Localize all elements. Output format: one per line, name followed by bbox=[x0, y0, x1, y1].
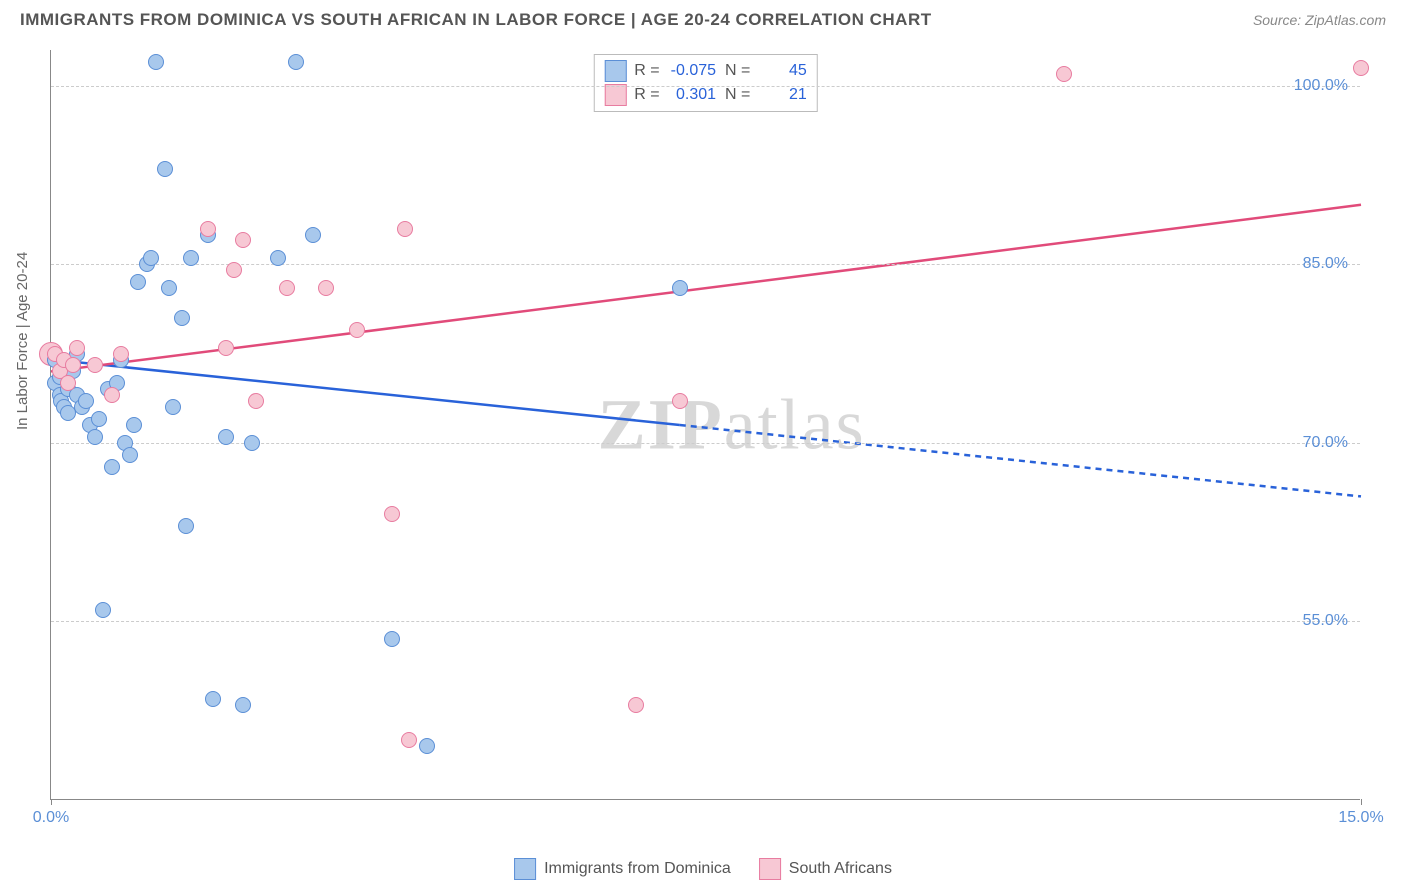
legend-item: South Africans bbox=[759, 858, 892, 880]
y-tick-label: 100.0% bbox=[1294, 77, 1348, 95]
data-point bbox=[178, 518, 194, 534]
legend-item: Immigrants from Dominica bbox=[514, 858, 731, 880]
regression-lines bbox=[51, 50, 1360, 799]
data-point bbox=[104, 459, 120, 475]
data-point bbox=[174, 310, 190, 326]
data-point bbox=[104, 387, 120, 403]
data-point bbox=[318, 280, 334, 296]
data-point bbox=[384, 506, 400, 522]
regression-line bbox=[680, 425, 1361, 496]
x-tick bbox=[51, 799, 52, 805]
data-point bbox=[218, 340, 234, 356]
data-point bbox=[235, 697, 251, 713]
source-label: Source: ZipAtlas.com bbox=[1253, 12, 1386, 28]
data-point bbox=[1353, 60, 1369, 76]
data-point bbox=[95, 602, 111, 618]
data-point bbox=[69, 340, 85, 356]
data-point bbox=[122, 447, 138, 463]
data-point bbox=[672, 280, 688, 296]
data-point bbox=[165, 399, 181, 415]
data-point bbox=[200, 221, 216, 237]
legend-label: South Africans bbox=[789, 860, 892, 878]
legend-swatch bbox=[759, 858, 781, 880]
x-tick-label: 15.0% bbox=[1338, 809, 1383, 827]
legend-swatch bbox=[604, 60, 626, 82]
gridline bbox=[51, 264, 1360, 265]
y-tick-label: 70.0% bbox=[1303, 434, 1348, 452]
data-point bbox=[270, 250, 286, 266]
data-point bbox=[218, 429, 234, 445]
legend-label: Immigrants from Dominica bbox=[544, 860, 731, 878]
gridline bbox=[51, 621, 1360, 622]
data-point bbox=[60, 375, 76, 391]
data-point bbox=[288, 54, 304, 70]
chart-title: IMMIGRANTS FROM DOMINICA VS SOUTH AFRICA… bbox=[20, 10, 932, 30]
data-point bbox=[419, 738, 435, 754]
x-tick-label: 0.0% bbox=[33, 809, 69, 827]
data-point bbox=[143, 250, 159, 266]
legend-swatch bbox=[604, 84, 626, 106]
regression-line bbox=[51, 360, 680, 425]
data-point bbox=[628, 697, 644, 713]
data-point bbox=[349, 322, 365, 338]
y-tick-label: 85.0% bbox=[1303, 255, 1348, 273]
x-tick bbox=[1361, 799, 1362, 805]
data-point bbox=[1056, 66, 1072, 82]
legend-stats: R = -0.075 N = 45R = 0.301 N = 21 bbox=[593, 54, 817, 112]
data-point bbox=[113, 346, 129, 362]
data-point bbox=[161, 280, 177, 296]
legend-series: Immigrants from Dominica South Africans bbox=[514, 858, 892, 880]
data-point bbox=[397, 221, 413, 237]
data-point bbox=[248, 393, 264, 409]
legend-stat-row: R = -0.075 N = 45 bbox=[604, 59, 806, 83]
data-point bbox=[305, 227, 321, 243]
chart-header: IMMIGRANTS FROM DOMINICA VS SOUTH AFRICA… bbox=[0, 0, 1406, 36]
data-point bbox=[226, 262, 242, 278]
data-point bbox=[205, 691, 221, 707]
data-point bbox=[183, 250, 199, 266]
data-point bbox=[384, 631, 400, 647]
data-point bbox=[672, 393, 688, 409]
data-point bbox=[87, 357, 103, 373]
data-point bbox=[87, 429, 103, 445]
data-point bbox=[244, 435, 260, 451]
y-tick-label: 55.0% bbox=[1303, 612, 1348, 630]
data-point bbox=[148, 54, 164, 70]
data-point bbox=[65, 357, 81, 373]
y-axis-label: In Labor Force | Age 20-24 bbox=[14, 252, 31, 430]
gridline bbox=[51, 86, 1360, 87]
chart-plot-area: ZIPatlas R = -0.075 N = 45R = 0.301 N = … bbox=[50, 50, 1360, 800]
data-point bbox=[157, 161, 173, 177]
data-point bbox=[130, 274, 146, 290]
regression-line bbox=[51, 205, 1361, 372]
data-point bbox=[235, 232, 251, 248]
data-point bbox=[279, 280, 295, 296]
data-point bbox=[91, 411, 107, 427]
data-point bbox=[126, 417, 142, 433]
data-point bbox=[401, 732, 417, 748]
data-point bbox=[78, 393, 94, 409]
legend-swatch bbox=[514, 858, 536, 880]
